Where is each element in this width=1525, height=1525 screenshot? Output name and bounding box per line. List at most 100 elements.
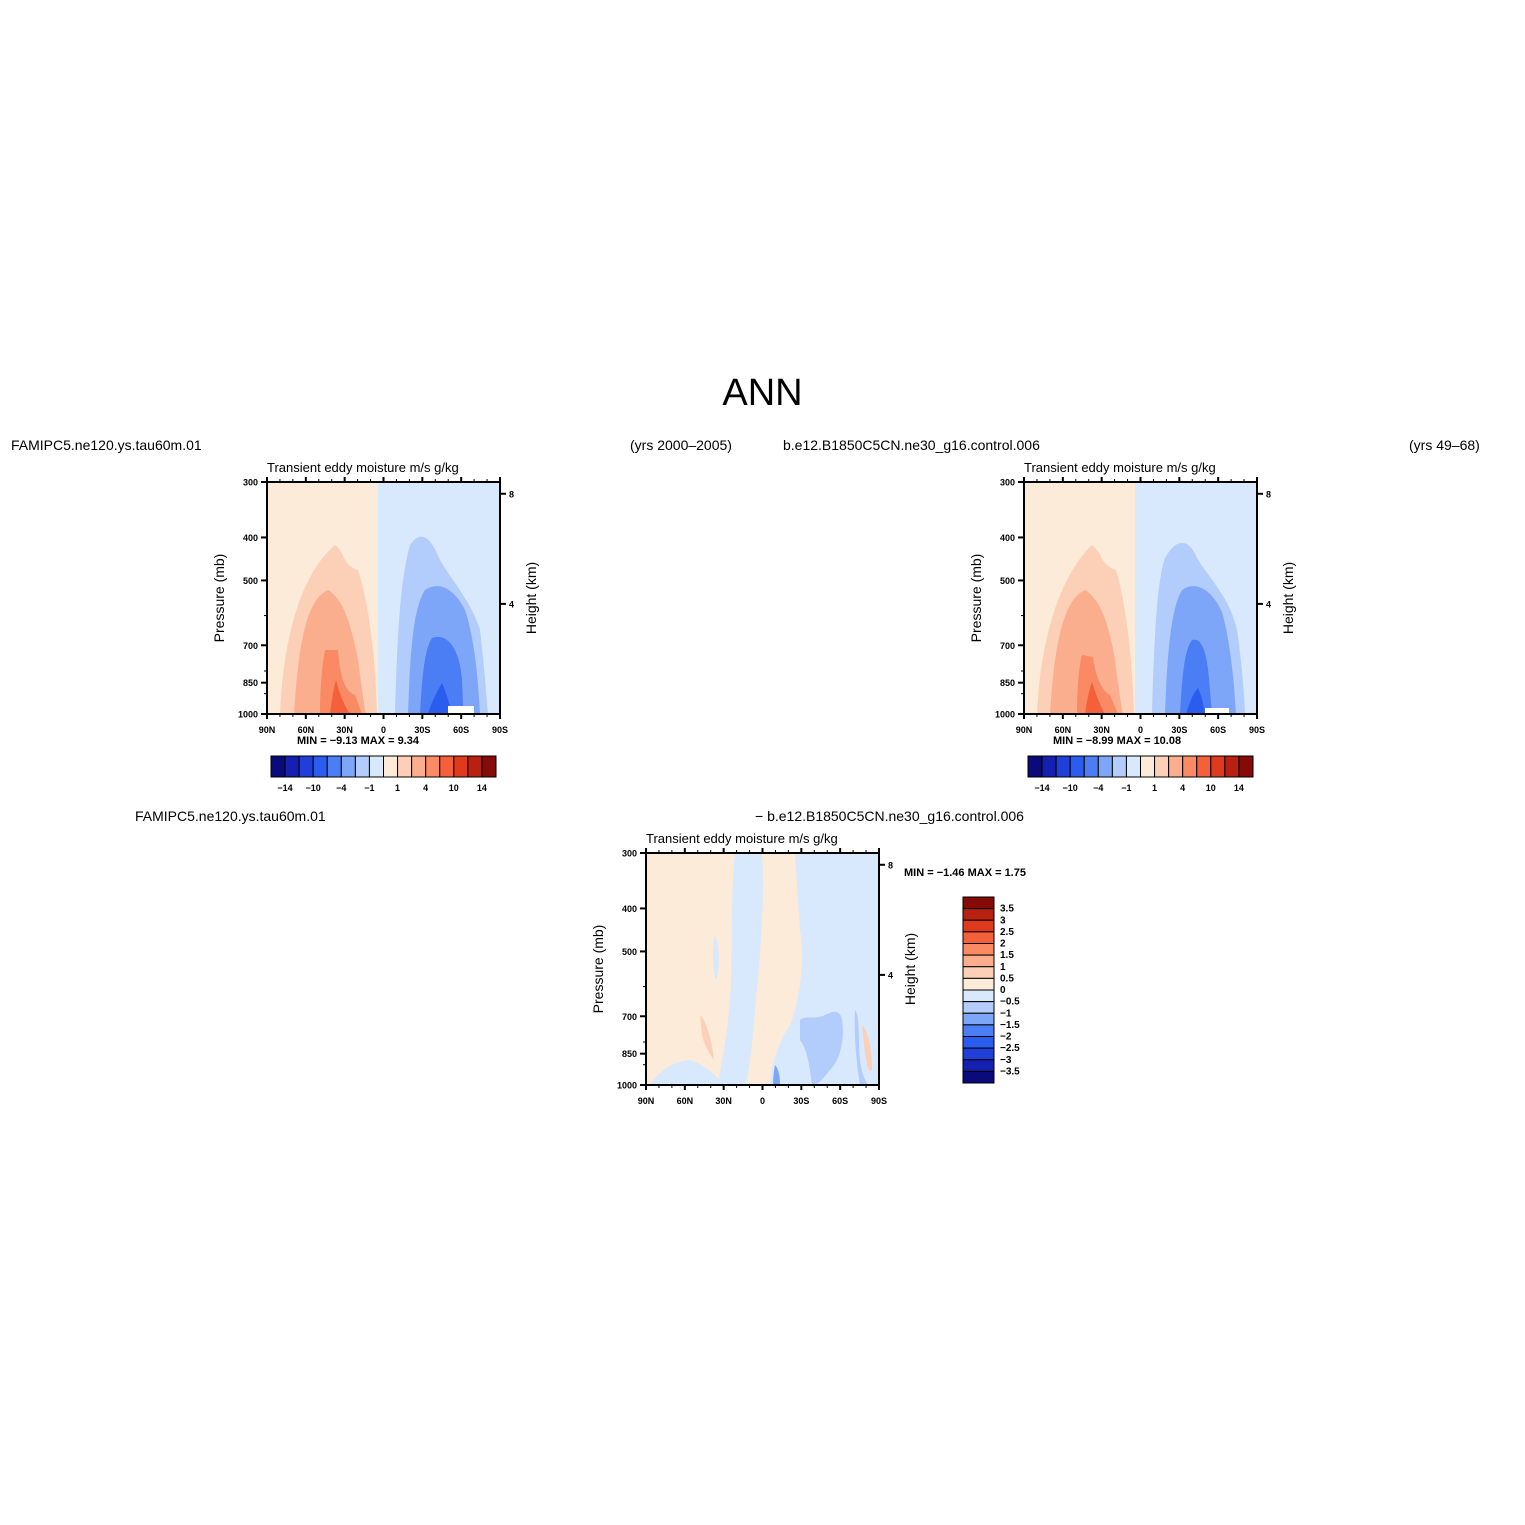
colorbar3-label: −2 [1000,1032,1012,1043]
pressure-tick-label: 300 [622,849,637,859]
colorbar3-swatch [962,977,995,991]
pressure-tick-label: 500 [622,947,637,957]
colorbar3-label: 1 [1000,962,1006,973]
lat-tick-label: 90S [492,725,508,735]
lat-tick-label: 0 [1138,725,1143,735]
colorbar3-label: 2.5 [1000,927,1014,938]
height-tick-label: 8 [509,489,514,499]
lat-tick-label: 30S [793,1096,809,1106]
lat-tick-label: 90N [1016,725,1033,735]
colorbar2-swatch [1238,755,1254,778]
lat-tick-label: 0 [381,725,386,735]
colorbar2-label: −4 [1093,783,1103,793]
colorbar3-swatch [962,954,995,968]
colorbar2-swatch [1168,755,1184,778]
colorbar2-label: −14 [1034,783,1049,793]
colorbar3-label: 3.5 [1000,904,1014,915]
colorbar2-swatch [1154,755,1170,778]
colorbar3-swatch [962,1059,995,1072]
height-tick-label: 8 [888,860,893,870]
colorbar1-swatch [383,755,399,778]
lat-tick-label: 60N [1055,725,1072,735]
lat-tick-label: 90S [871,1096,887,1106]
colorbar3-label: −3 [1000,1055,1012,1066]
panel1-field [267,482,500,714]
lat-tick-label: 60S [453,725,469,735]
colorbar1-label: 4 [423,783,428,793]
colorbar3-swatch [962,966,995,979]
pressure-tick-label: 300 [1000,478,1015,488]
colorbar3-swatch [962,989,995,1003]
colorbar3-swatch [962,943,995,956]
panel1-plot-title: Transient eddy moisture m/s g/kg [267,460,459,475]
colorbar1-label: 10 [449,783,459,793]
lat-tick-label: 30N [336,725,353,735]
lat-tick-label: 90S [1249,725,1265,735]
colorbar2-swatch [1097,755,1113,778]
colorbar3-swatch [962,908,995,921]
colorbar1-swatch [481,755,497,778]
colorbar3-label: −1.5 [1000,1020,1020,1031]
colorbar3-swatch [962,1012,995,1026]
colorbar3-label: −1 [1000,1008,1012,1019]
colorbar1-label: 1 [395,783,400,793]
pressure-tick-label: 300 [243,478,258,488]
colorbar1-swatch [467,755,483,778]
colorbar1-swatch [326,755,342,778]
colorbar2-label: −1 [1121,783,1131,793]
colorbar1-label: −1 [364,783,374,793]
pressure-tick-label: 500 [243,576,258,586]
panel3-field [646,853,879,1085]
lat-tick-label: 60S [832,1096,848,1106]
colorbar2-label: −10 [1063,783,1078,793]
colorbar1-swatch [340,755,356,778]
panel2-field [1024,482,1257,714]
ylabel-pressure: Pressure (mb) [968,554,984,643]
pressure-tick-label: 850 [243,678,258,688]
panel3-case-name-2: − b.e12.B1850C5CN.ne30_g16.control.006 [755,808,1024,824]
ylabel-height: Height (km) [902,933,918,1005]
colorbar1-swatch [270,755,286,778]
colorbar2-swatch [1210,755,1226,778]
colorbar2-label: 14 [1234,783,1244,793]
panel1-years: (yrs 2000–2005) [630,437,732,453]
lat-tick-label: 30N [715,1096,732,1106]
pressure-tick-label: 500 [1000,576,1015,586]
ylabel-height: Height (km) [1280,562,1296,634]
panel1-case-name: FAMIPC5.ne120.ys.tau60m.01 [11,437,202,453]
colorbar1-swatch [411,755,427,778]
ylabel-height: Height (km) [523,562,539,634]
colorbar1-swatch [425,755,441,778]
lat-tick-label: 30S [414,725,430,735]
colorbar3-swatch [962,1070,995,1084]
colorbar2-swatch [1196,755,1212,778]
height-tick-label: 4 [509,599,514,609]
colorbar3-label: −0.5 [1000,997,1020,1008]
colorbar2-swatch [1055,755,1071,778]
pressure-tick-label: 1000 [995,710,1015,720]
colorbar2-label: 1 [1152,783,1157,793]
panel3-plot-title: Transient eddy moisture m/s g/kg [646,831,838,846]
colorbar1-swatch [284,755,300,778]
pressure-tick-label: 850 [622,1049,637,1059]
colorbar1-swatch [397,755,413,778]
lat-tick-label: 30N [1093,725,1110,735]
lat-tick-label: 90N [638,1096,655,1106]
pressure-tick-label: 400 [622,904,637,914]
colorbar3-swatch [962,1024,995,1037]
ylabel-pressure: Pressure (mb) [211,554,227,643]
colorbar2-label: 10 [1206,783,1216,793]
colorbar3-label: 0 [1000,985,1006,996]
colorbar3-label: 0.5 [1000,973,1014,984]
lat-tick-label: 60N [677,1096,694,1106]
pressure-tick-label: 1000 [617,1081,637,1091]
page-title: ANN [722,372,803,414]
lat-tick-label: 30S [1171,725,1187,735]
ylabel-pressure: Pressure (mb) [590,925,606,1014]
colorbar2-swatch [1083,755,1099,778]
colorbar3-label: 3 [1000,915,1006,926]
lat-tick-label: 0 [760,1096,765,1106]
height-tick-label: 8 [1266,489,1271,499]
colorbar1-swatch [439,755,455,778]
panel2-min-max: MIN = −8.99 MAX = 10.08 [1053,735,1182,747]
